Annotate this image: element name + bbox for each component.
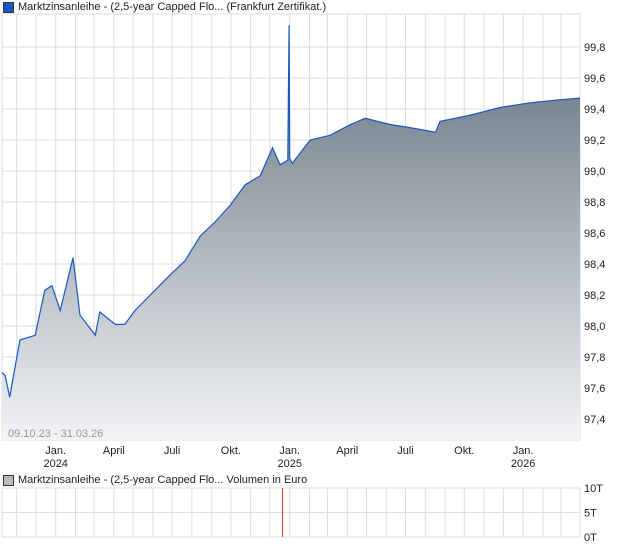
x-tick-label: Juli: [164, 445, 181, 457]
y-tick-label: 98,2: [584, 290, 605, 302]
price-area: [2, 25, 580, 441]
x-tick-label: April: [103, 445, 125, 457]
y-tick-label: 99,8: [584, 42, 605, 54]
y-tick-label: 98,0: [584, 321, 605, 333]
y-tick-label: 98,8: [584, 197, 605, 209]
volume-legend-label: Marktzinsanleihe - (2,5-year Capped Flo.…: [18, 474, 308, 486]
y-tick-label: 97,8: [584, 352, 605, 364]
x-tick-label: April: [336, 445, 358, 457]
y-tick-label: 97,6: [584, 383, 605, 395]
x-tick-label: Jan.: [279, 445, 300, 457]
x-tick-label: Juli: [397, 445, 414, 457]
price-line: [1, 25, 581, 398]
y-tick-label: 99,4: [584, 104, 605, 116]
volume-legend: Marktzinsanleihe - (2,5-year Capped Flo.…: [3, 474, 307, 486]
y-tick-label: 99,2: [584, 135, 605, 147]
volume-y-tick-label: 0T: [584, 532, 597, 544]
date-range-label: 09.10.23 - 31.03.26: [8, 428, 103, 440]
volume-swatch: [3, 474, 14, 486]
x-tick-label: Jan.: [45, 445, 66, 457]
y-tick-label: 97,4: [584, 414, 605, 426]
y-tick-label: 98,4: [584, 259, 605, 271]
main-legend-label: Marktzinsanleihe - (2,5-year Capped Flo.…: [18, 1, 327, 13]
main-legend: Marktzinsanleihe - (2,5-year Capped Flo.…: [3, 1, 326, 13]
y-tick-label: 99,6: [584, 73, 605, 85]
y-tick-label: 98,6: [584, 228, 605, 240]
y-tick-label: 99,0: [584, 166, 605, 178]
x-tick-year: 2024: [43, 458, 67, 470]
x-tick-label: Jan.: [513, 445, 534, 457]
x-tick-label: Okt.: [221, 445, 241, 457]
volume-y-tick-label: 10T: [584, 483, 603, 495]
series-swatch: [3, 1, 14, 13]
volume-y-tick-label: 5T: [584, 508, 597, 520]
x-tick-label: Okt.: [454, 445, 474, 457]
volume-bar: [282, 488, 284, 537]
x-tick-year: 2025: [277, 458, 301, 470]
x-tick-year: 2026: [511, 458, 535, 470]
